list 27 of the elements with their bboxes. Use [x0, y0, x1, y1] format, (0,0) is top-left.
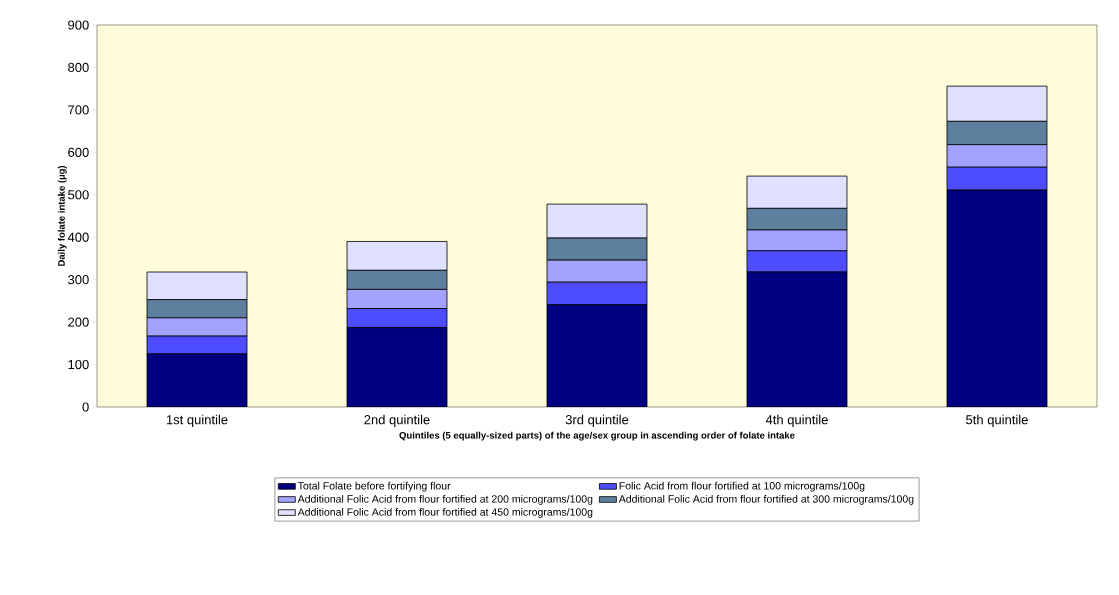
x-tick-label: 5th quintile [966, 414, 1028, 427]
x-tick-label: 4th quintile [765, 414, 828, 427]
y-tick-label: 700 [68, 105, 89, 115]
legend-label: Additional Folic Acid from flour fortified at 450 micrograms/100g [297, 508, 593, 518]
legend-label: Additional Folic Acid from flour fortified at 200 micrograms/100g [297, 494, 593, 505]
bar [546, 304, 648, 407]
legend-label: Folic Acid from flour fortified at 100 micrograms/100g [619, 481, 865, 492]
y-axis-title: Daily folate intake (µg) [57, 165, 67, 266]
y-tick-label: 300 [68, 275, 89, 285]
y-tick-label: 200 [68, 317, 89, 327]
legend-label: Additional Folic Acid from flour fortified at 300 micrograms/100g [618, 494, 914, 505]
bar [946, 189, 1048, 407]
x-tick-label: 1st quintile [166, 414, 228, 427]
y-tick-label: 0 [82, 402, 89, 412]
x-tick-label: 3rd quintile [565, 414, 629, 427]
x-tick-label: 2nd quintile [364, 414, 430, 427]
y-tick-label: 500 [68, 190, 89, 200]
y-tick-label: 900 [68, 20, 89, 30]
y-tick-label: 800 [68, 62, 89, 73]
bar [146, 353, 248, 407]
bar [746, 271, 848, 407]
y-tick-label: 100 [68, 359, 89, 370]
bar [346, 327, 448, 407]
y-tick-label: 600 [68, 147, 89, 157]
y-tick-label: 400 [67, 232, 89, 242]
x-axis-title: Quintiles (5 equally-sized parts) of the age/sex group in ascending order of folate intake [399, 431, 795, 441]
legend-label: Total Folate before fortifying flour [297, 481, 451, 492]
